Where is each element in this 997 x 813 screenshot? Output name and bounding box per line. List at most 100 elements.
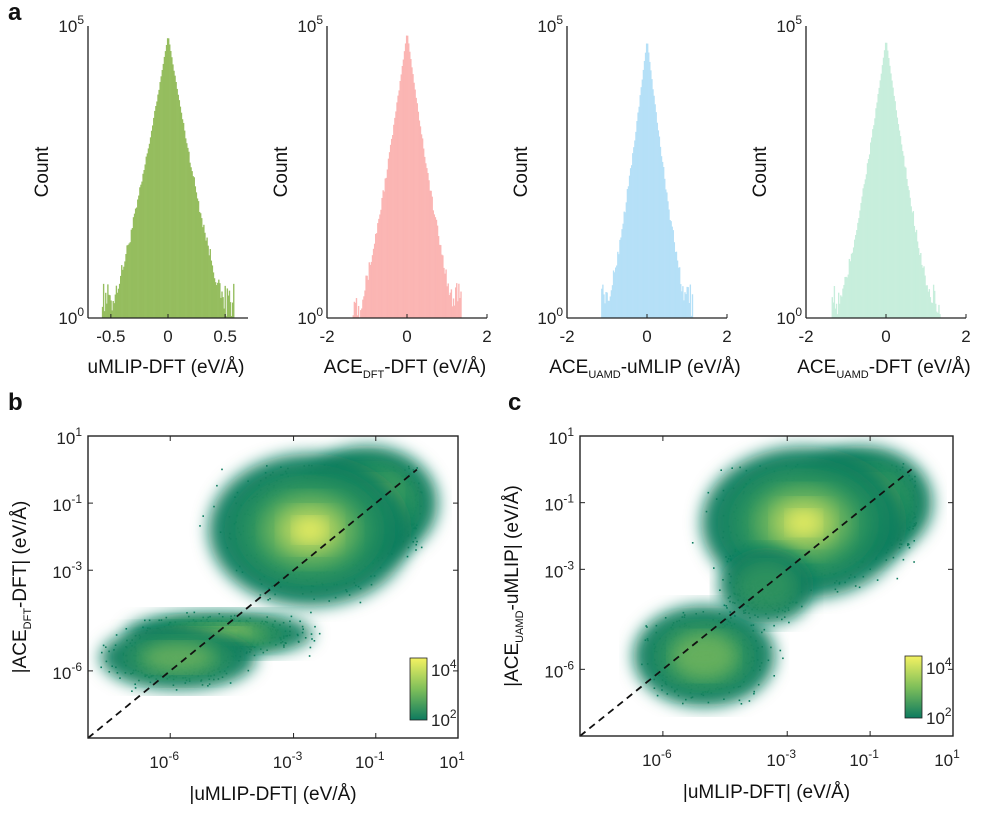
hist-bar: [373, 243, 376, 318]
hist-bar: [399, 80, 401, 318]
y-tick-label: 105: [58, 13, 84, 36]
hist-bar: [647, 43, 649, 319]
hist-bar: [689, 284, 692, 318]
hist-bar: [391, 138, 393, 318]
colorbar: [409, 657, 428, 721]
x-tick-label: 2: [482, 327, 491, 346]
hist-bar: [934, 290, 936, 318]
hist-bar: [607, 300, 609, 318]
hist-bar: [140, 184, 142, 318]
density-point: [102, 644, 105, 647]
hist-bar: [634, 140, 636, 318]
hist-bar: [415, 97, 417, 318]
hist-bar: [139, 187, 141, 318]
hist-bar: [859, 210, 861, 318]
hist-bar: [192, 176, 194, 318]
hist-bar: [363, 296, 365, 318]
hist-bar: [905, 167, 907, 318]
hist-bar: [664, 178, 666, 318]
hist-bar: [629, 168, 632, 318]
hist-bar: [414, 89, 416, 318]
hist-bar: [846, 277, 848, 318]
hist-bar: [158, 89, 160, 319]
hist-bar: [214, 282, 217, 318]
hist-bar: [142, 173, 144, 318]
hist-bar: [356, 315, 359, 318]
hist-bar: [131, 228, 134, 318]
hist-bar: [353, 301, 356, 318]
x-axis-label: |uMLIP-DFT| (eV/Å): [189, 784, 356, 805]
hist-bar: [127, 244, 129, 318]
hist-bar: [410, 59, 412, 318]
hist-bar: [101, 306, 104, 318]
hist-bar: [883, 50, 886, 319]
hist-bar: [865, 174, 868, 318]
x-tick-label: 0: [642, 327, 651, 346]
hist-bar: [848, 258, 851, 318]
hist-bar: [223, 308, 225, 318]
density-point: [125, 628, 128, 630]
hist-bar: [425, 163, 427, 318]
hist-bar: [409, 51, 411, 318]
hist-bar: [205, 240, 207, 318]
hist-bar: [225, 316, 227, 318]
density-point: [415, 543, 417, 546]
hist-bar: [209, 249, 211, 318]
hist-bar: [623, 211, 625, 318]
hist-bar: [190, 167, 192, 318]
hist-bar: [631, 165, 633, 318]
hist-bar: [440, 245, 442, 318]
hist-bar: [690, 315, 693, 318]
hist-bar: [444, 273, 446, 318]
hist-bar: [609, 296, 612, 318]
hist-bar: [392, 135, 394, 318]
y-tick-label: 100: [58, 305, 84, 328]
hist-bar: [437, 236, 440, 318]
hist-bar: [161, 69, 163, 318]
x-tick-label: 101: [439, 749, 465, 772]
hist-bar: [160, 76, 162, 318]
hist-bar: [687, 287, 689, 318]
hist-bar: [162, 63, 165, 318]
hist-bar: [884, 42, 887, 318]
hist-bar: [641, 79, 644, 318]
hist-bar: [179, 106, 182, 318]
hist-bar: [394, 117, 396, 318]
hist-bar: [680, 284, 682, 318]
hist-bar: [210, 260, 213, 318]
hist-bar: [632, 153, 634, 318]
density-point: [314, 625, 316, 628]
hist-bar: [864, 179, 867, 318]
hist-bar: [873, 125, 875, 319]
hist-bar: [112, 301, 114, 318]
density-point: [415, 549, 417, 551]
hist-bar: [121, 265, 123, 318]
hist-bar: [198, 211, 201, 318]
hist-bar: [657, 130, 660, 318]
hist-bar: [870, 142, 872, 318]
hist-bar: [915, 229, 918, 318]
hist-bar: [212, 272, 215, 318]
hist-bar: [658, 136, 661, 318]
hist-bar: [661, 161, 664, 318]
hist-bar: [125, 254, 127, 318]
hist-bar: [935, 303, 937, 318]
hist-bar: [625, 202, 628, 318]
hist-bar: [420, 134, 423, 318]
hist-bar: [154, 110, 156, 318]
x-tick-label: -2: [798, 327, 813, 346]
hist-bar: [424, 156, 426, 318]
hist-bar: [645, 43, 648, 318]
hist-bar: [670, 221, 672, 318]
hist-bar: [867, 159, 870, 318]
hist-bar: [176, 88, 178, 318]
hist-bar: [831, 297, 833, 318]
hist-bar: [145, 156, 147, 318]
hist-bar: [911, 212, 913, 318]
hist-bar: [372, 248, 375, 318]
hist-bar: [861, 196, 863, 318]
hist-bar: [408, 43, 410, 319]
density-point: [115, 634, 118, 636]
hist-bar: [206, 237, 208, 318]
